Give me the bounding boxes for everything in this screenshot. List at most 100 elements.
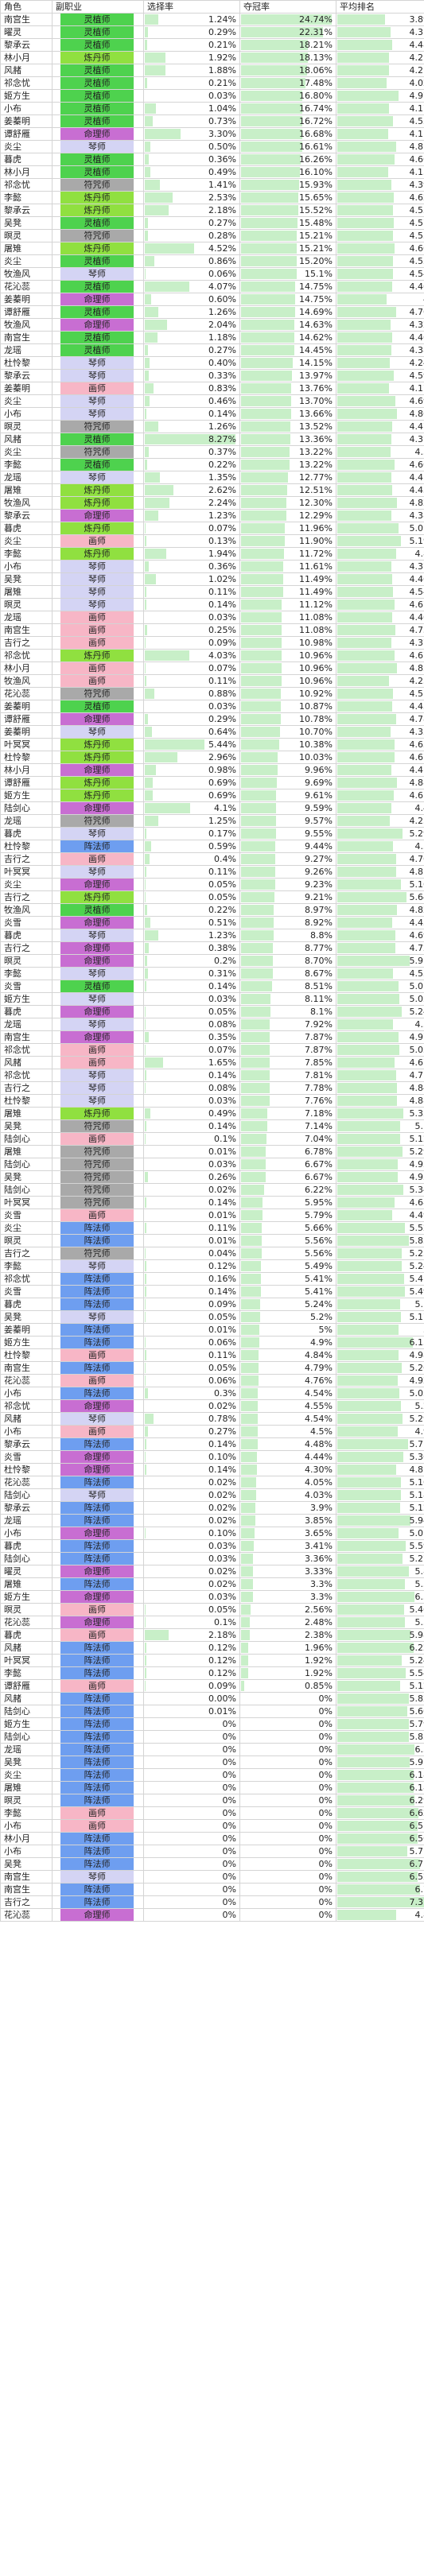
- header-rank[interactable]: 平均排名: [336, 0, 424, 14]
- header-role[interactable]: 角色: [0, 0, 53, 14]
- header-win[interactable]: 夺冠率: [239, 0, 336, 14]
